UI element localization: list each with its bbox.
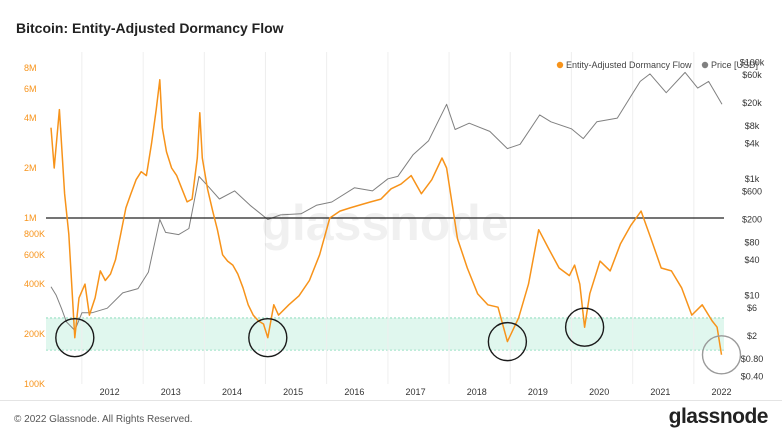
right-tick-label: $6 xyxy=(747,303,757,313)
left-axis: 100K 200K 400K 600K 800K 1M 2M 4M 6M 8M xyxy=(24,63,45,389)
right-tick-label: $20k xyxy=(742,98,762,108)
x-tick-label: 2020 xyxy=(589,387,609,397)
left-tick-label: 600K xyxy=(24,250,45,260)
right-tick-label: $2 xyxy=(747,331,757,341)
x-tick-label: 2012 xyxy=(100,387,120,397)
right-tick-label: $4k xyxy=(745,139,760,149)
x-tick-label: 2014 xyxy=(222,387,242,397)
left-tick-label: 100K xyxy=(24,379,45,389)
dormancy-layer xyxy=(50,79,723,355)
price-line xyxy=(50,71,723,331)
legend-price-swatch xyxy=(701,61,709,69)
right-tick-label: $60k xyxy=(742,70,762,80)
legend-dormancy-label: Entity-Adjusted Dormancy Flow xyxy=(566,60,692,70)
copyright-text: © 2022 Glassnode. All Rights Reserved. xyxy=(14,414,193,425)
highlight-circle xyxy=(487,321,528,362)
right-tick-label: $200 xyxy=(742,214,762,224)
right-tick-label: $600 xyxy=(742,187,762,197)
x-tick-label: 2021 xyxy=(650,387,670,397)
watermark: glassnode xyxy=(261,195,508,251)
x-tick-label: 2019 xyxy=(528,387,548,397)
x-tick-label: 2022 xyxy=(711,387,731,397)
price-layer xyxy=(50,71,723,331)
footer-divider xyxy=(0,400,782,401)
right-tick-label: $40 xyxy=(744,255,759,265)
right-tick-label: $10 xyxy=(744,290,759,300)
x-tick-label: 2015 xyxy=(283,387,303,397)
x-tick-label: 2018 xyxy=(467,387,487,397)
legend-dormancy-swatch xyxy=(556,61,564,69)
left-tick-label: 200K xyxy=(24,329,45,339)
right-tick-label: $1k xyxy=(745,174,760,184)
x-tick-label: 2016 xyxy=(344,387,364,397)
band-layer xyxy=(46,317,724,351)
dormancy-flow-chart: glassnode 100K 200K 400K 600K 800K 1M 2M 4M 6M 8M… xyxy=(24,52,765,397)
highlight-circle xyxy=(55,318,95,358)
right-tick-label: $80 xyxy=(744,238,759,248)
left-tick-label: 400K xyxy=(24,279,45,289)
chart-title: Bitcoin: Entity-Adjusted Dormancy Flow xyxy=(16,20,284,36)
right-tick-label: $0.80 xyxy=(741,354,764,364)
x-tick-label: 2013 xyxy=(161,387,181,397)
left-tick-label: 1M xyxy=(24,213,37,223)
left-tick-label: 800K xyxy=(24,229,45,239)
highlight-circle xyxy=(248,318,288,358)
left-tick-label: 8M xyxy=(24,63,37,73)
right-tick-label: $0.40 xyxy=(741,372,764,382)
circle-layer xyxy=(55,307,742,375)
left-tick-label: 2M xyxy=(24,163,37,173)
dormancy-flow-line xyxy=(50,79,723,355)
right-axis: $0.40 $0.80 $2 $6 $10 $40 $80 $200 $600 $1k $4k $8k… xyxy=(740,57,765,381)
green-band xyxy=(46,317,724,351)
x-tick-label: 2017 xyxy=(406,387,426,397)
glassnode-logo: glassnode xyxy=(668,405,769,428)
legend: Entity-Adjusted Dormancy Flow Price [USD… xyxy=(556,60,758,70)
legend-price-label: Price [USD] xyxy=(711,60,758,70)
left-tick-label: 6M xyxy=(24,84,37,94)
x-axis: 2012 2013 2014 2015 2016 2017 2018 2019 2020 2021… xyxy=(100,387,732,397)
highlight-circle xyxy=(564,307,605,347)
right-tick-label: $100k xyxy=(740,57,765,67)
left-tick-label: 4M xyxy=(24,113,37,123)
highlight-circle xyxy=(701,335,742,375)
right-tick-label: $8k xyxy=(745,121,760,131)
